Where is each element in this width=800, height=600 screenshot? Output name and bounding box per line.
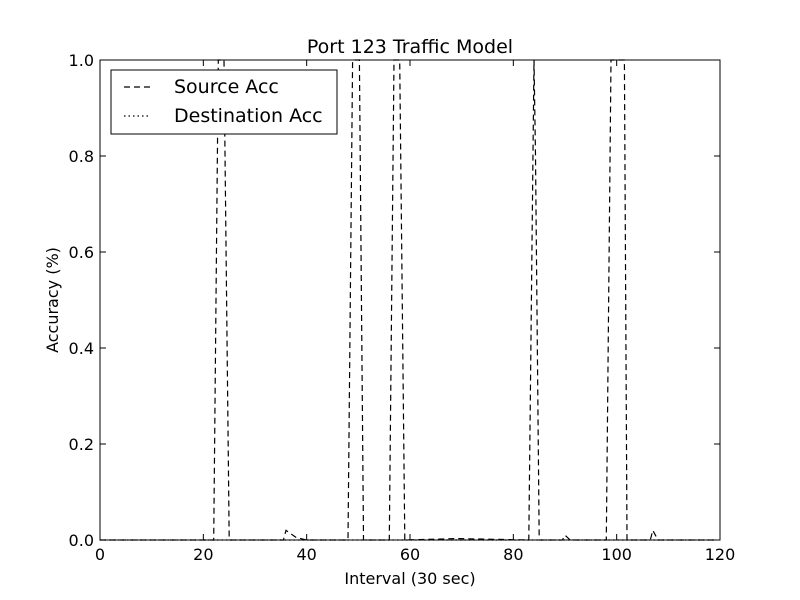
x-axis-label: Interval (30 sec) xyxy=(344,569,475,588)
chart-title: Port 123 Traffic Model xyxy=(307,36,513,58)
legend-label-destination: Destination Acc xyxy=(174,105,323,127)
ticks-layer: 0 20 40 60 80 100 120 0.0 0.2 0.4 0.6 0.8 1.0 xyxy=(69,51,736,564)
x-tick-label: 100 xyxy=(601,545,632,564)
y-tick-label: 0.0 xyxy=(69,531,94,550)
legend-label-source: Source Acc xyxy=(174,76,279,98)
x-tick-label: 60 xyxy=(400,545,420,564)
y-axis-label: Accuracy (%) xyxy=(43,247,62,353)
legend: Source Acc Destination Acc xyxy=(110,69,338,135)
legend-box xyxy=(110,69,338,135)
y-tick-label: 0.6 xyxy=(69,243,94,262)
x-tick-label: 40 xyxy=(296,545,316,564)
y-tick-label: 0.2 xyxy=(69,435,94,454)
x-tick-label: 0 xyxy=(95,545,105,564)
y-tick-label: 0.8 xyxy=(69,147,94,166)
y-tick-label: 0.4 xyxy=(69,339,94,358)
x-tick-label: 120 xyxy=(705,545,736,564)
y-tick-label: 1.0 xyxy=(69,51,94,70)
x-tick-label: 80 xyxy=(503,545,523,564)
x-tick-label: 20 xyxy=(193,545,213,564)
